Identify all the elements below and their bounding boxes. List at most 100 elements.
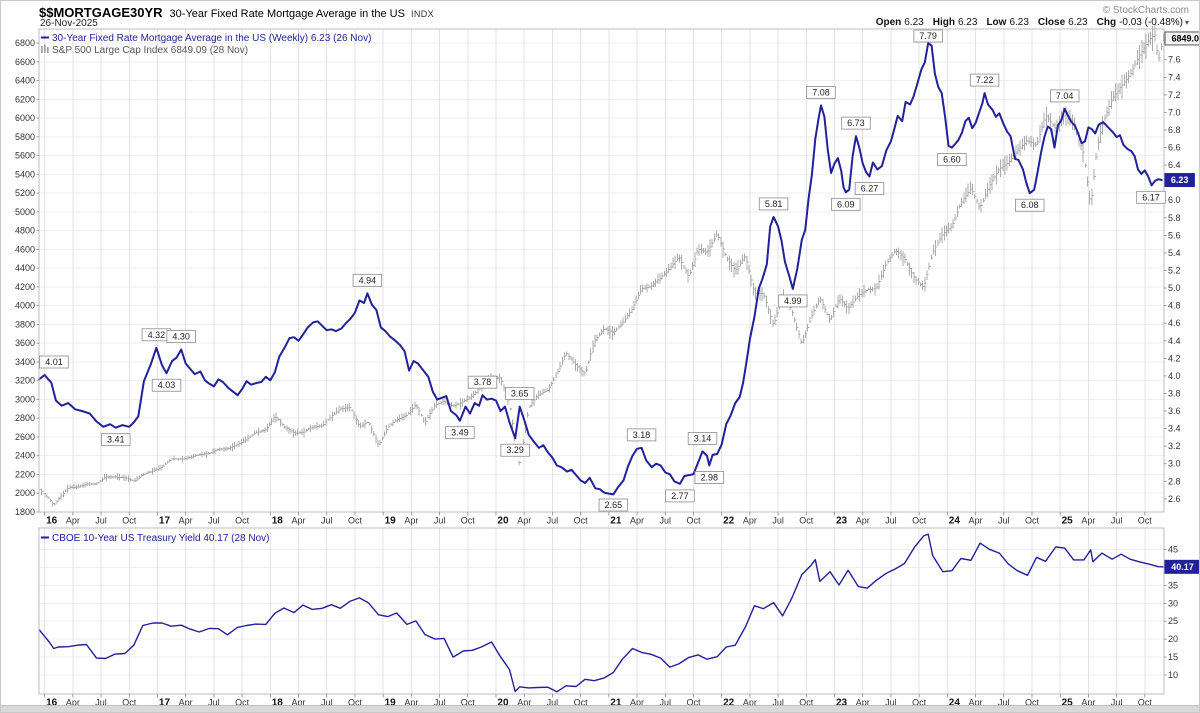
- last-value-labels: 6849.0 6.23 40.17: [1164, 31, 1200, 574]
- svg-text:Jul: Jul: [208, 698, 220, 708]
- svg-text:7.6: 7.6: [1168, 55, 1181, 65]
- svg-text:25: 25: [1062, 516, 1074, 527]
- mortgage-line-series: [38, 42, 1163, 496]
- svg-text:7.4: 7.4: [1168, 72, 1181, 82]
- svg-text:Oct: Oct: [912, 516, 927, 526]
- svg-text:Apr: Apr: [969, 698, 983, 708]
- svg-text:6.6: 6.6: [1168, 143, 1181, 153]
- svg-text:6849.0: 6849.0: [1172, 33, 1200, 43]
- svg-text:5000: 5000: [15, 207, 35, 217]
- svg-text:Apr: Apr: [1081, 698, 1095, 708]
- legend-layer: 30-Year Fixed Rate Mortgage Average in t…: [41, 33, 371, 544]
- svg-text:Jul: Jul: [1111, 516, 1123, 526]
- svg-text:Oct: Oct: [799, 698, 814, 708]
- svg-text:21: 21: [610, 698, 622, 709]
- svg-text:Apr: Apr: [517, 516, 531, 526]
- svg-text:2200: 2200: [15, 469, 35, 479]
- svg-text:5.4: 5.4: [1168, 248, 1181, 258]
- svg-text:Jul: Jul: [434, 698, 446, 708]
- svg-text:2400: 2400: [15, 451, 35, 461]
- svg-text:6400: 6400: [15, 76, 35, 86]
- svg-text:16: 16: [46, 516, 58, 527]
- svg-text:5.81: 5.81: [765, 199, 783, 209]
- svg-text:24: 24: [949, 698, 961, 709]
- legend-sp500-label: S&P 500 Large Cap Index 6849.09 (28 Nov): [52, 45, 248, 56]
- svg-text:Apr: Apr: [856, 516, 870, 526]
- svg-text:2.65: 2.65: [605, 500, 623, 510]
- svg-text:2600: 2600: [15, 432, 35, 442]
- svg-text:4.99: 4.99: [784, 296, 802, 306]
- svg-text:4.94: 4.94: [359, 275, 377, 285]
- svg-text:6000: 6000: [15, 113, 35, 123]
- svg-text:Oct: Oct: [1025, 698, 1040, 708]
- svg-text:6.4: 6.4: [1168, 160, 1181, 170]
- sp500-legend-bars-icon: [41, 44, 49, 53]
- svg-text:5.8: 5.8: [1168, 213, 1181, 223]
- svg-text:18: 18: [272, 698, 284, 709]
- svg-text:7.2: 7.2: [1168, 90, 1181, 100]
- svg-text:4600: 4600: [15, 244, 35, 254]
- svg-text:Apr: Apr: [517, 698, 531, 708]
- svg-text:4800: 4800: [15, 226, 35, 236]
- vertical-gridlines: [44, 29, 1146, 694]
- exchange-label: INDX: [410, 9, 435, 19]
- svg-text:21: 21: [610, 516, 622, 527]
- svg-text:30: 30: [1168, 598, 1178, 608]
- chart-header: $$MORTGAGE30YR 30-Year Fixed Rate Mortgag…: [1, 1, 1199, 29]
- svg-text:Apr: Apr: [630, 698, 644, 708]
- svg-text:Jul: Jul: [659, 516, 671, 526]
- svg-text:18: 18: [272, 516, 284, 527]
- svg-text:Apr: Apr: [1081, 516, 1095, 526]
- svg-text:7.08: 7.08: [812, 87, 830, 97]
- svg-text:23: 23: [836, 516, 848, 527]
- open-label: Open: [875, 17, 902, 28]
- svg-text:Oct: Oct: [912, 698, 927, 708]
- svg-text:Jul: Jul: [547, 698, 559, 708]
- high-value: 6.23: [957, 17, 978, 28]
- svg-text:3.29: 3.29: [506, 445, 524, 455]
- svg-text:Oct: Oct: [122, 698, 137, 708]
- svg-text:Apr: Apr: [630, 516, 644, 526]
- change-down-icon: ▾: [1184, 18, 1189, 27]
- stockcharts-copyright-link[interactable]: © StockCharts.com: [1102, 5, 1189, 16]
- svg-text:4000: 4000: [15, 301, 35, 311]
- svg-text:Jul: Jul: [772, 516, 784, 526]
- svg-text:4.03: 4.03: [158, 380, 176, 390]
- svg-text:6.23: 6.23: [1171, 175, 1189, 185]
- svg-text:5.2: 5.2: [1168, 266, 1181, 276]
- symbol: $$MORTGAGE30YR: [39, 5, 163, 20]
- svg-text:6.8: 6.8: [1168, 125, 1181, 135]
- change-value: -0.03 (-0.48%): [1119, 17, 1183, 28]
- svg-text:6.09: 6.09: [837, 199, 855, 209]
- svg-text:6.27: 6.27: [861, 184, 879, 194]
- svg-text:Oct: Oct: [235, 698, 250, 708]
- svg-text:22: 22: [723, 516, 735, 527]
- svg-text:5200: 5200: [15, 188, 35, 198]
- svg-text:Jul: Jul: [998, 698, 1010, 708]
- svg-text:Apr: Apr: [66, 698, 80, 708]
- quote-summary: Open 6.23 High 6.23 Low 6.23 Close 6.23 Chg -0.03…: [867, 17, 1189, 28]
- svg-text:45: 45: [1168, 545, 1178, 555]
- svg-text:Apr: Apr: [66, 516, 80, 526]
- svg-text:4.2: 4.2: [1168, 353, 1181, 363]
- svg-text:Jul: Jul: [547, 516, 559, 526]
- svg-text:20: 20: [1168, 634, 1178, 644]
- page-title: 30-Year Fixed Rate Mortgage Average in t…: [169, 8, 405, 20]
- svg-text:4.4: 4.4: [1168, 336, 1181, 346]
- svg-text:23: 23: [836, 698, 848, 709]
- svg-text:4.8: 4.8: [1168, 301, 1181, 311]
- svg-text:Jul: Jul: [434, 516, 446, 526]
- svg-text:5600: 5600: [15, 151, 35, 161]
- chart-date: 26-Nov-2025: [40, 18, 98, 29]
- svg-text:19: 19: [385, 516, 397, 527]
- svg-text:3.4: 3.4: [1168, 424, 1181, 434]
- svg-text:17: 17: [159, 698, 171, 709]
- svg-text:6800: 6800: [15, 38, 35, 48]
- svg-text:Jul: Jul: [659, 698, 671, 708]
- svg-text:Oct: Oct: [574, 516, 589, 526]
- svg-text:Oct: Oct: [348, 516, 363, 526]
- svg-text:Apr: Apr: [179, 516, 193, 526]
- svg-text:Apr: Apr: [969, 516, 983, 526]
- svg-text:Jul: Jul: [998, 516, 1010, 526]
- svg-text:2.8: 2.8: [1168, 476, 1181, 486]
